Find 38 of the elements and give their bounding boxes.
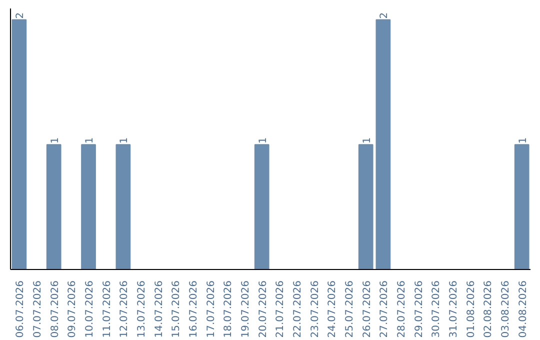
x-tick-label: 19.07.2026 [240,280,252,338]
x-tick-label: 26.07.2026 [362,280,373,338]
x-tick-label: 29.07.2026 [414,280,425,338]
data-label: 1 [362,137,373,144]
x-tick-label: 28.07.2026 [396,280,408,338]
data-label: 1 [50,137,61,144]
x-tick-label: 11.07.2026 [102,280,113,338]
x-tick-label: 15.07.2026 [171,280,182,338]
x-tick-label: 18.07.2026 [223,280,234,338]
x-tick-label: 31.07.2026 [448,280,460,338]
x-tick-label: 12.07.2026 [119,280,130,338]
x-tick-label: 25.07.2026 [344,280,356,338]
x-tick-label: 14.07.2026 [154,280,165,338]
data-label: 1 [258,137,269,144]
x-tick-label: 24.07.2026 [327,280,338,338]
x-tick-label: 09.07.2026 [67,280,78,338]
x-tick-label: 08.07.2026 [50,280,61,338]
data-label: 1 [518,137,529,144]
x-tick-label: 13.07.2026 [136,280,148,338]
x-tick-label: 16.07.2026 [188,280,200,338]
data-label: 2 [379,12,390,19]
data-label: 1 [119,137,130,144]
x-tick-label: 17.07.2026 [206,280,217,338]
x-tick-label: 07.07.2026 [32,280,44,338]
x-tick-label: 01.08.2026 [466,280,477,338]
data-label: 1 [84,137,96,144]
x-tick-label: 02.08.2026 [483,280,494,338]
x-tick-label: 22.07.2026 [292,280,304,338]
x-tick-label: 21.07.2026 [275,280,286,338]
x-tick-label: 27.07.2026 [379,280,390,338]
x-tick-label: 30.07.2026 [431,280,442,338]
data-label: 2 [15,12,26,19]
x-tick-label: 20.07.2026 [258,280,269,338]
x-tick-label: 04.08.2026 [518,280,529,338]
x-tick-label: 03.08.2026 [500,280,512,338]
x-tick-label: 10.07.2026 [84,280,96,338]
x-tick-label: 06.07.2026 [15,280,26,338]
x-tick-label: 23.07.2026 [310,280,321,338]
